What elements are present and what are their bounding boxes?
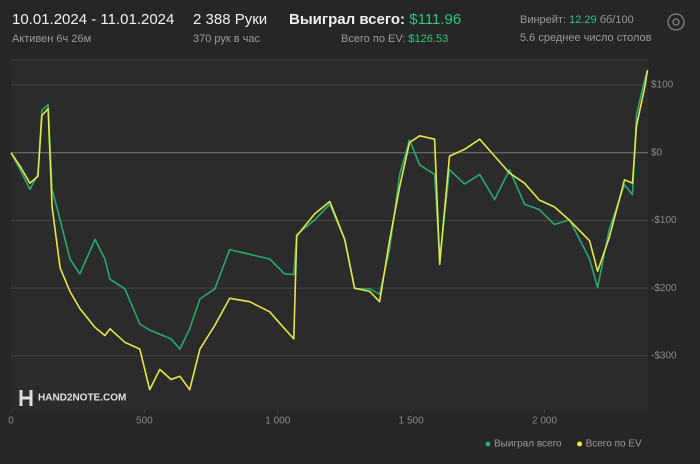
won-label: Выиграл всего: — [289, 11, 405, 28]
active-time: Активен 6ч 26м — [12, 33, 91, 45]
hands-per-hour: 370 рук в час — [193, 33, 261, 45]
x-tick-label: 500 — [136, 416, 153, 427]
x-tick-label: 1 500 — [399, 416, 424, 427]
x-tick-label: 0 — [8, 416, 14, 427]
winrate-value: 12.29 — [569, 14, 597, 26]
winrate-unit: бб/100 — [600, 14, 634, 26]
tables: 5.6 среднее число столов — [520, 32, 652, 44]
ev-label: Всего по EV: — [341, 33, 405, 45]
lines — [10, 69, 649, 391]
winrate-label: Винрейт: — [520, 14, 566, 26]
hands: 2 388 Руки — [193, 11, 267, 28]
legend-swatch — [485, 441, 491, 447]
y-tick-label: -$100 — [651, 215, 677, 226]
settings-ring[interactable] — [667, 13, 685, 31]
x-tick-label: 1 000 — [265, 416, 290, 427]
ev-total: Всего по EV: $126.53 — [341, 33, 448, 45]
legend-label: Выиграл всего — [494, 439, 562, 450]
series-line — [10, 69, 649, 350]
plot-area — [11, 60, 648, 410]
legend-label: Всего по EV — [586, 439, 642, 450]
winrate: Винрейт: 12.29 бб/100 — [520, 14, 634, 26]
won-value: $111.96 — [409, 11, 461, 28]
grid — [11, 84, 648, 357]
y-tick-label: $0 — [651, 147, 663, 158]
logo-mark — [19, 390, 33, 406]
legend: Выиграл всего Всего по EV — [485, 439, 642, 450]
won-total: Выиграл всего: $111.96 — [289, 11, 461, 28]
ev-value: $126.53 — [408, 33, 448, 45]
series-line — [10, 70, 649, 391]
settings-center[interactable] — [672, 18, 680, 26]
y-tick-label: -$200 — [651, 283, 677, 294]
settings-icon[interactable] — [667, 13, 685, 31]
date-range: 10.01.2024 - 11.01.2024 — [12, 11, 174, 28]
logo-text: HAND2NOTE.COM — [38, 393, 126, 404]
y-tick-label: $100 — [651, 80, 674, 91]
legend-swatch — [577, 441, 583, 447]
logo: HAND2NOTE.COM — [19, 390, 126, 406]
x-tick-label: 2 000 — [532, 416, 557, 427]
y-tick-label: -$300 — [651, 350, 677, 361]
